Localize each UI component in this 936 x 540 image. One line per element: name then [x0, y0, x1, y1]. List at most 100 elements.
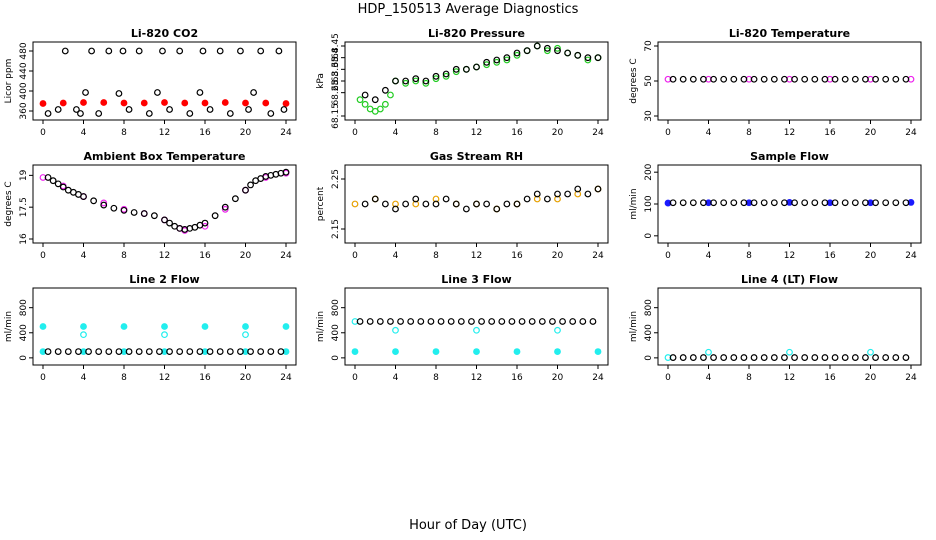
- data-point: [523, 195, 531, 203]
- x-tick-label: 16: [824, 373, 836, 383]
- data-point: [402, 200, 410, 208]
- data-point: [483, 61, 491, 69]
- y-tick-label: 800: [19, 299, 29, 316]
- plot-frame: [657, 287, 922, 366]
- data-point: [811, 354, 819, 361]
- data-point: [851, 199, 859, 207]
- data-point: [412, 75, 420, 83]
- data-point: [140, 99, 148, 107]
- data-point: [710, 354, 717, 361]
- data-point: [402, 79, 410, 87]
- x-tick-label: 16: [511, 128, 523, 138]
- data-point: [371, 96, 379, 104]
- data-point: [543, 47, 551, 55]
- y-tick-label: 68.35: [331, 56, 341, 82]
- chart-title: Li-820 Pressure: [428, 27, 525, 40]
- data-point: [452, 68, 460, 76]
- y-axis-label: Licor ppm: [4, 59, 14, 104]
- data-point: [135, 47, 143, 55]
- data-point: [554, 348, 561, 355]
- x-tick-label: 20: [240, 251, 252, 261]
- data-point: [44, 174, 52, 181]
- x-tick-label: 0: [352, 251, 358, 261]
- data-point: [498, 318, 506, 325]
- x-tick-label: 8: [746, 251, 752, 261]
- x-tick-label: 4: [706, 251, 712, 261]
- data-point: [242, 99, 249, 107]
- data-point: [432, 195, 440, 203]
- chart-title: Li-820 Temperature: [729, 27, 850, 40]
- data-point: [554, 47, 561, 55]
- y-axis-label: percent: [316, 186, 326, 221]
- chart-panel: Line 2 Flow ml/min 0 4 8 12 16 20 24 0 400 800: [4, 273, 297, 383]
- data-point: [574, 185, 582, 193]
- data-point: [513, 51, 521, 59]
- data-point: [513, 49, 521, 57]
- data-point: [862, 199, 869, 207]
- data-point: [166, 106, 173, 113]
- data-point: [902, 199, 910, 207]
- data-point: [503, 54, 511, 62]
- data-point: [513, 348, 521, 355]
- data-point: [831, 354, 839, 361]
- data-point: [791, 75, 798, 83]
- data-point: [427, 318, 435, 325]
- data-point: [594, 348, 602, 355]
- plot-frame: [344, 41, 609, 121]
- x-tick-label: 8: [433, 251, 439, 261]
- data-point: [892, 354, 900, 361]
- data-point: [381, 200, 389, 208]
- data-point: [119, 47, 127, 55]
- data-point: [543, 195, 551, 203]
- data-point: [513, 200, 521, 208]
- x-tick-label: 20: [552, 251, 564, 261]
- data-point: [478, 318, 485, 325]
- data-point: [216, 348, 224, 355]
- data-point: [564, 190, 572, 198]
- data-point: [422, 77, 430, 85]
- data-point: [442, 70, 450, 78]
- x-tick-label: 12: [471, 373, 482, 383]
- data-point: [216, 47, 224, 55]
- data-point: [392, 205, 399, 213]
- data-point: [39, 323, 47, 330]
- data-point: [867, 348, 874, 356]
- data-point: [689, 199, 697, 207]
- data-point: [533, 190, 541, 198]
- data-point: [493, 58, 501, 66]
- y-tick-label: 68.15: [331, 103, 341, 129]
- data-point: [366, 318, 374, 325]
- data-point: [417, 318, 425, 325]
- x-tick-label: 12: [784, 128, 795, 138]
- data-point: [720, 75, 728, 83]
- x-tick-label: 16: [511, 373, 523, 383]
- data-point: [250, 89, 258, 96]
- data-point: [161, 323, 168, 330]
- page-title: HDP_150513 Average Diagnostics: [357, 2, 579, 17]
- data-point: [242, 331, 249, 339]
- x-tick-label: 8: [121, 251, 127, 261]
- data-point: [392, 200, 399, 208]
- y-tick-label: 2.25: [331, 169, 341, 189]
- data-point: [221, 99, 229, 106]
- data-point: [689, 354, 697, 361]
- data-point: [100, 99, 108, 106]
- data-point: [75, 348, 82, 355]
- data-point: [831, 75, 839, 83]
- y-tick-label: 400: [19, 324, 29, 341]
- y-tick-label: 800: [331, 299, 341, 316]
- data-point: [851, 354, 859, 361]
- data-point: [120, 323, 128, 330]
- y-tick-label: 0: [644, 233, 654, 239]
- data-point: [397, 318, 404, 325]
- x-tick-label: 12: [159, 128, 170, 138]
- data-point: [110, 204, 118, 212]
- data-point: [533, 42, 541, 50]
- data-point: [488, 318, 496, 325]
- data-point: [59, 99, 67, 107]
- data-point: [473, 63, 480, 71]
- data-point: [100, 201, 108, 209]
- data-point: [211, 212, 219, 220]
- y-tick-label: 16: [19, 233, 29, 245]
